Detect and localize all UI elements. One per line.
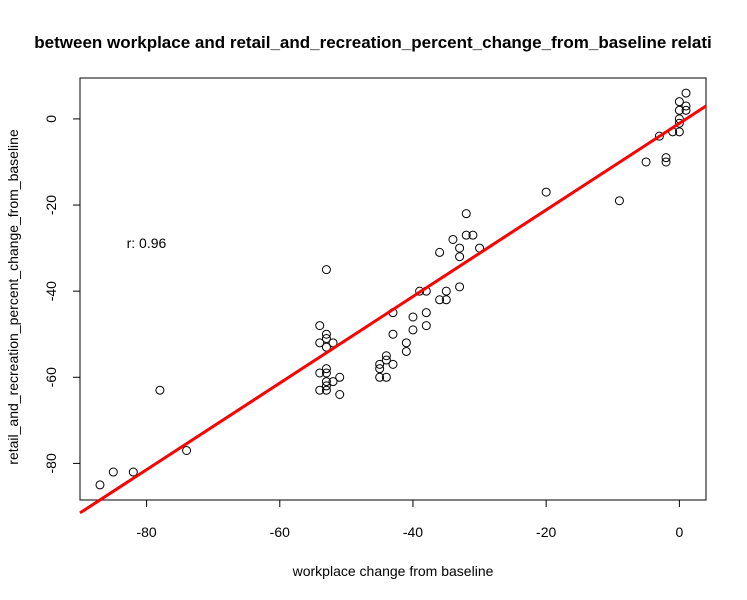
data-point [95,480,105,490]
data-point [421,321,431,331]
data-point [461,230,471,240]
y-tick-label: -80 [43,453,59,473]
x-tick-label: -20 [536,524,556,540]
data-point [401,338,411,348]
data-point [435,247,445,257]
data-point [315,338,325,348]
data-point [388,359,398,369]
data-point [448,234,458,244]
data-point [375,372,385,382]
data-point [654,131,664,141]
data-point [321,377,331,387]
data-point [375,364,385,374]
chart-title: between workplace and retail_and_recreat… [34,33,711,52]
y-axis: 0 -20 -40 -60 -80 [43,115,81,474]
data-point [108,467,118,477]
data-point [441,295,451,305]
data-point [674,118,684,128]
y-tick-label: -40 [43,281,59,301]
data-point [328,377,338,387]
data-points [95,88,691,490]
data-point [674,127,684,137]
data-point [674,97,684,107]
data-point [401,346,411,356]
data-point [321,364,331,374]
data-point [128,467,138,477]
data-point [421,308,431,318]
x-axis-label: workplace change from baseline [292,563,494,579]
regression-line [79,104,707,515]
data-point [455,282,465,292]
x-tick-label: -80 [136,524,156,540]
data-point [381,372,391,382]
data-point [468,230,478,240]
data-point [661,157,671,167]
data-point [455,252,465,262]
plot-frame [79,77,707,501]
data-point [681,105,691,115]
data-point [321,368,331,378]
data-point [455,243,465,253]
data-point [681,101,691,111]
data-point [155,385,165,395]
data-point [335,390,345,399]
data-point [335,372,345,382]
data-point [441,286,451,296]
x-axis: -80 -60 -40 -20 0 [136,499,683,540]
data-point [315,368,325,378]
y-tick-label: 0 [43,115,59,123]
data-point [321,381,331,391]
data-point [674,105,684,115]
x-tick-label: 0 [675,524,683,540]
data-point [381,355,391,365]
y-tick-label: -60 [43,367,59,387]
x-tick-label: -40 [403,524,423,540]
data-point [408,312,418,322]
data-point [375,359,385,369]
y-tick-label: -20 [43,195,59,215]
data-point [315,321,325,331]
data-point [381,351,391,361]
data-point [461,209,471,219]
data-point [614,196,624,206]
data-point [641,157,651,167]
correlation-annotation: r: 0.96 [127,235,167,251]
x-tick-label: -60 [270,524,290,540]
y-axis-label: retail_and_recreation_percent_change_fro… [5,129,21,465]
regression-line-layer [79,104,707,515]
data-point [541,187,551,197]
data-point [321,334,331,344]
data-point [321,329,331,339]
data-point [321,385,331,395]
data-point [315,385,325,395]
data-point [408,325,418,335]
data-point [182,445,192,455]
data-point [388,329,398,339]
data-point [681,88,691,98]
data-point [661,153,671,163]
data-point [435,295,445,305]
data-point [321,265,331,275]
